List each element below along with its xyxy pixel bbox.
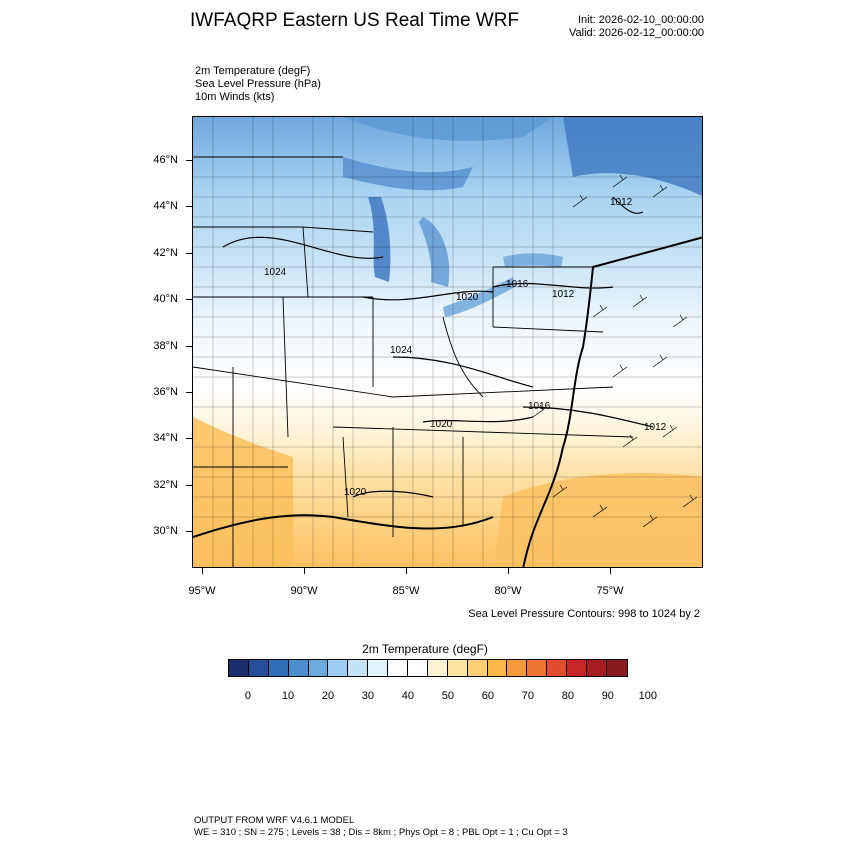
model-config: WE = 310 ; SN = 275 ; Levels = 38 ; Dis …	[194, 827, 568, 838]
colorbar-box	[587, 660, 607, 676]
colorbar-box	[368, 660, 389, 676]
lon-label: 90°W	[290, 585, 318, 597]
colorbar-box	[328, 660, 349, 676]
colorbar-label: 40	[401, 690, 415, 702]
lon-label: 85°W	[392, 585, 420, 597]
page-title: IWFAQRP Eastern US Real Time WRF	[190, 10, 520, 31]
lat-label: 38°N	[153, 340, 178, 352]
colorbar-label: 20	[321, 690, 335, 702]
colorbar-label: 0	[244, 690, 252, 702]
lake-superior	[343, 157, 473, 191]
lake-huron	[419, 217, 450, 287]
pressure-label: 1016	[506, 279, 529, 290]
map-canvas	[193, 117, 702, 567]
colorbar-box	[408, 660, 428, 676]
colorbar-label: 90	[601, 690, 614, 702]
colorbar-box	[288, 660, 309, 676]
pressure-label: 1020	[456, 292, 479, 303]
colorbar-box	[447, 660, 468, 676]
colorbar-label: 50	[441, 690, 455, 702]
init-time: Init: 2026-02-10_00:00:00	[578, 14, 704, 26]
pressure-label: 1024	[264, 267, 287, 278]
variable-winds: 10m Winds (kts)	[195, 91, 275, 103]
pressure-label: 1016	[528, 401, 551, 412]
pressure-label: 1012	[552, 289, 575, 300]
weather-map: 1024 1020 1016 1012 1024 1016 1020 1012 1020 1012	[192, 116, 703, 568]
cold-area-north	[343, 117, 553, 141]
pressure-label: 1012	[644, 422, 667, 433]
colorbar-label: 30	[361, 690, 375, 702]
colorbar-label: 10	[281, 690, 295, 702]
pressure-label: 1024	[390, 345, 413, 356]
colorbar-title: 2m Temperature (degF)	[362, 642, 488, 656]
county-borders	[193, 117, 702, 567]
lat-label: 32°N	[153, 479, 178, 491]
run-times: Init: 2026-02-10_00:00:00 Valid: 2026-02…	[569, 14, 704, 40]
lat-label: 30°N	[153, 525, 178, 537]
colorbar-label: 80	[561, 690, 574, 702]
valid-time: Valid: 2026-02-12_00:00:00	[569, 27, 704, 39]
warm-area-southeast	[493, 473, 702, 567]
pressure-label: 1020	[344, 487, 367, 498]
colorbar-box	[507, 660, 528, 676]
colorbar-box	[487, 660, 508, 676]
variable-temperature: 2m Temperature (degF)	[195, 65, 311, 77]
colorbar	[228, 659, 628, 677]
wind-barbs	[532, 174, 698, 528]
lat-label: 44°N	[153, 200, 178, 212]
colorbar-box	[268, 660, 289, 676]
cold-area-northeast	[563, 117, 702, 197]
lat-label: 34°N	[153, 432, 178, 444]
colorbar-box	[388, 660, 409, 676]
colorbar-box	[229, 660, 249, 676]
lat-label: 46°N	[153, 154, 178, 166]
colorbar-box	[606, 660, 627, 676]
colorbar-box	[427, 660, 448, 676]
lat-label: 36°N	[153, 386, 178, 398]
state-borders	[193, 156, 634, 567]
colorbar-label: 70	[521, 690, 534, 702]
colorbar-box	[527, 660, 548, 676]
model-info: OUTPUT FROM WRF V4.6.1 MODEL	[194, 815, 355, 826]
pressure-label: 1020	[430, 419, 453, 430]
lon-label: 75°W	[596, 585, 624, 597]
slp-contour-note: Sea Level Pressure Contours: 998 to 1024…	[468, 608, 700, 620]
colorbar-box	[308, 660, 329, 676]
pressure-label: 1012	[610, 197, 633, 208]
variable-pressure: Sea Level Pressure (hPa)	[195, 78, 321, 90]
lat-label: 40°N	[153, 293, 178, 305]
lon-label: 80°W	[494, 585, 522, 597]
colorbar-box	[547, 660, 568, 676]
atlantic-coastline	[522, 236, 702, 567]
colorbar-label: 100	[638, 690, 657, 702]
lake-michigan	[368, 197, 391, 282]
lon-label: 95°W	[188, 585, 216, 597]
colorbar-box	[248, 660, 269, 676]
pressure-contours	[222, 196, 654, 498]
colorbar-box	[467, 660, 488, 676]
colorbar-label: 60	[481, 690, 494, 702]
colorbar-box	[567, 660, 588, 676]
lat-label: 42°N	[153, 247, 178, 259]
colorbar-box	[348, 660, 369, 676]
